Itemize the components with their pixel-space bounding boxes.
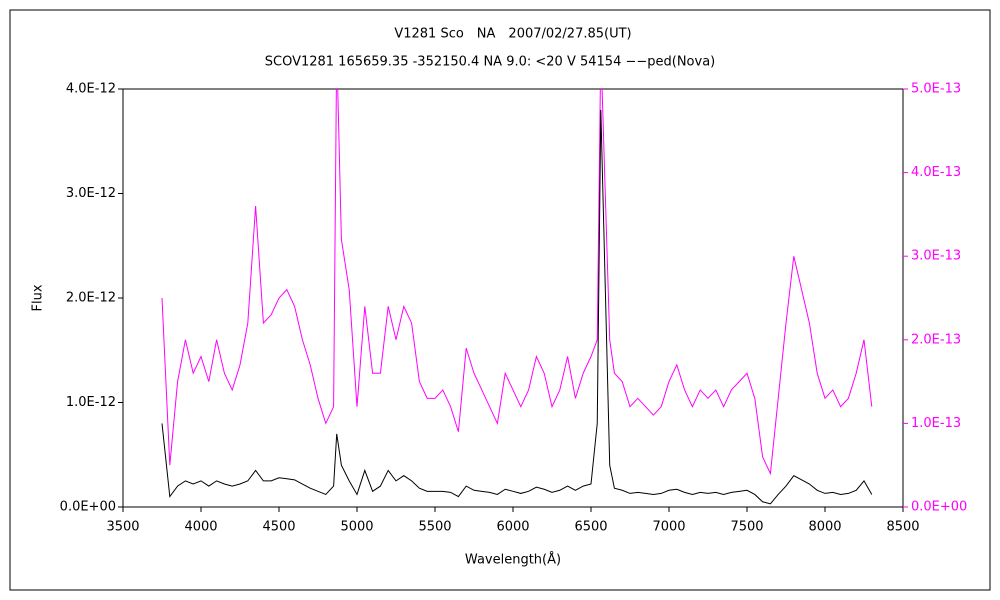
x-tick-label: 7000 [652, 520, 685, 535]
x-tick-label: 8500 [886, 520, 919, 535]
series-line [161, 109, 873, 505]
y2-tick-label: 3.0E-13 [911, 249, 961, 264]
chart-subtitle: SCOV1281 165659.35 -352150.4 NA 9.0: <20… [265, 55, 716, 70]
y-axis-label: Flux [31, 284, 46, 311]
series-line [161, 89, 873, 476]
y-tick-label: 4.0E-12 [66, 82, 116, 97]
x-tick-label: 5500 [418, 520, 451, 535]
y-tick-label: 3.0E-12 [66, 186, 116, 201]
y-tick-label: 2.0E-12 [66, 291, 116, 306]
y-tick-label: 0.0E+00 [60, 500, 116, 515]
y2-tick-label: 0.0E+00 [911, 500, 967, 515]
x-tick-label: 3500 [106, 520, 139, 535]
x-tick-label: 4000 [184, 520, 217, 535]
chart-title: V1281 Sco NA 2007/02/27.85(UT) [394, 27, 631, 42]
y2-tick-label: 2.0E-13 [911, 332, 961, 347]
x-tick-label: 7500 [730, 520, 763, 535]
x-tick-label: 4500 [262, 520, 295, 535]
frame [9, 9, 991, 591]
y2-tick-label: 1.0E-13 [911, 416, 961, 431]
y2-tick-label: 4.0E-13 [911, 165, 961, 180]
x-tick-label: 6500 [574, 520, 607, 535]
y-tick-label: 1.0E-12 [66, 395, 116, 410]
x-tick-label: 8000 [808, 520, 841, 535]
y2-tick-label: 5.0E-13 [911, 82, 961, 97]
x-axis-label: Wavelength(Å) [465, 552, 561, 568]
x-tick-label: 5000 [340, 520, 373, 535]
x-tick-label: 6000 [496, 520, 529, 535]
